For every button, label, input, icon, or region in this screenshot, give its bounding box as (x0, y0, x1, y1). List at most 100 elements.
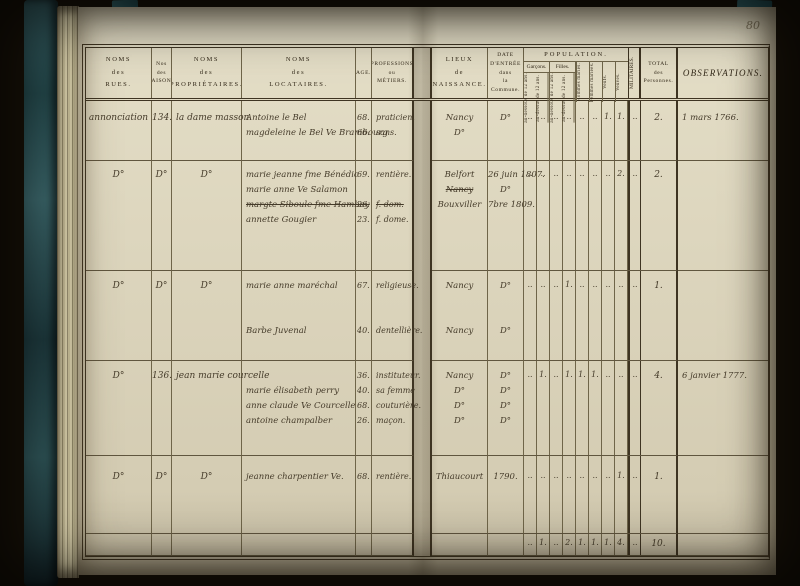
filles-plus-12-label: au-dessus de 12 ans. (562, 73, 575, 123)
population-subheaders: Garçons. au-dessous de 12 ans. au-dessus… (524, 62, 628, 123)
population-count-cell: .. (537, 161, 550, 270)
population-count-cell: .. (628, 161, 641, 270)
population-count-cell: 1. (615, 456, 628, 533)
house-number-cell: D° (152, 161, 172, 271)
population-count-cell: .. (628, 271, 641, 360)
profession-value: rentière. (376, 472, 412, 481)
population-total-cell: .. (550, 534, 563, 555)
observations-cell (678, 161, 768, 271)
total-cell: 4. (641, 361, 678, 456)
population-count-cell: .. (602, 456, 615, 533)
row-total: 2. (654, 113, 663, 123)
owner-cell: D° (172, 456, 242, 534)
professions-cell: praticien. sans. (372, 101, 415, 161)
population-count-cell: .. (524, 101, 537, 160)
street-name: D° (112, 281, 125, 291)
page-gutter (414, 456, 432, 534)
street-cell: D° (86, 361, 152, 456)
profession-value: f. dome. (376, 215, 409, 224)
tenants-cell: Antoine le Bel magdeleine le Bel Ve Bramb… (242, 101, 388, 161)
filles-sous-12-label: au-dessous de 12 ans. (550, 73, 555, 123)
owner-cell: jean marie courcelle (172, 361, 269, 456)
population-count-cell: .. (589, 101, 602, 160)
garcons-label: Garçons. (524, 62, 549, 73)
empty-cell (678, 534, 768, 556)
house-number: D° (155, 472, 168, 482)
profession-value: sa femme (376, 386, 416, 395)
profession-value: couturière. (376, 401, 422, 410)
population-cells: .. 1... 1. 1. 1....... (524, 361, 641, 456)
birthplace-cell: Nancy Nancy (432, 271, 488, 361)
ages-cell: 67. 40. (356, 271, 372, 361)
tenants-cell: marie élisabeth perry anne claude Ve Cour… (242, 361, 356, 456)
entry-date-value: D° (499, 281, 512, 291)
population-cells: ...... 1........... (524, 271, 641, 361)
age-value: 68. (357, 401, 370, 410)
book-cover-edge (24, 0, 58, 586)
population-count-cell: 1. (589, 361, 602, 455)
population-count-cell: .. (589, 271, 602, 360)
table-header-row: NOMS des RUES. Nos des MAISONS. NOMS des… (86, 48, 768, 123)
owner-name: D° (200, 472, 213, 482)
grand-total-cell: 10. (641, 534, 678, 556)
col-header-proprietaires: NOMS des PROPRIÉTAIRES. (172, 48, 242, 98)
street-cell: D° (86, 161, 152, 271)
population-count-cell: .. (589, 161, 602, 270)
population-total-cell: .. (524, 534, 537, 555)
population-count-cell: .. (576, 271, 589, 360)
veufs-label: Veufs. (602, 62, 615, 102)
population-count-cell: 1. (537, 361, 550, 455)
age-value: 26. (357, 200, 370, 209)
tenants-cell: marie anne maréchal Barbe Juvenal (242, 271, 356, 361)
street-name: D° (112, 170, 125, 180)
population-count-cell: .. (589, 456, 602, 533)
tenant-name: marie jeanne fme Bénédic (246, 170, 359, 180)
register-row: annonciation 134. la dame masson Antoine… (86, 101, 768, 161)
observations-cell: 6 janvier 1777. (678, 361, 768, 456)
observations-cell: 1 mars 1766. (678, 101, 768, 161)
tenant-name: magdeleine le Bel Ve Brambourg (246, 128, 388, 138)
profession-value (372, 183, 412, 198)
street-name: annonciation (88, 113, 149, 123)
entry-date-value: 1790. (493, 472, 518, 482)
census-table: NOMS des RUES. Nos des MAISONS. NOMS des… (82, 44, 770, 560)
age-value: 68. (357, 472, 370, 481)
observations-cell (678, 271, 768, 361)
grand-total: 10. (651, 539, 666, 549)
population-total-cell: 2. (563, 534, 576, 555)
population-count-cell: 1. (563, 361, 576, 455)
birthplace-value: D° (453, 416, 466, 426)
population-count-cell: .. (615, 361, 628, 455)
tenant-name: anne claude Ve Courcelle (246, 401, 356, 411)
observations-cell (678, 456, 768, 534)
profession-value: religieuse. (376, 281, 419, 290)
tenant-name: annette Gougier (246, 215, 317, 225)
page-number: 80 (746, 19, 760, 32)
age-value: 26. (357, 416, 370, 425)
tenant-name: Antoine le Bel (246, 113, 307, 123)
profession-value: dentellière. (376, 326, 423, 335)
birthplace-cell: Nancy D° D° D° (432, 361, 488, 456)
house-number: 134. (152, 113, 173, 123)
filles-label: Filles. (550, 62, 575, 73)
street-cell: D° (86, 456, 152, 534)
col-header-observations: OBSERVATIONS. (682, 68, 764, 78)
register-row: D° D° D° jeanne charpentier Ve. 68. rent… (86, 456, 768, 534)
tenants-cell: jeanne charpentier Ve. (242, 456, 356, 534)
house-number-cell: 136. (152, 361, 172, 456)
register-row: D° D° D° marie jeanne fme Bénédic marie a… (86, 161, 768, 271)
birthplace-value: Nancy (445, 185, 474, 195)
professions-cell: rentière. f. dom. f. dome. (372, 161, 414, 271)
profession-value: praticien. (376, 113, 415, 122)
tenant-name: antoine champalber (246, 416, 333, 426)
tenant-name: marie anne maréchal (246, 281, 338, 291)
population-count-cell: 1. (576, 361, 589, 455)
total-cell: 1. (641, 271, 678, 361)
population-count-cell: .. (602, 271, 615, 360)
population-count-cell: .. (550, 161, 563, 270)
population-cells: ............ 1. 1... (524, 101, 641, 161)
birthplace-value: Nancy (445, 281, 474, 291)
page-gutter (414, 271, 432, 361)
age-value: 36. (357, 371, 370, 380)
register-page: 80 NOMS des RUES. Nos des MAISONS. NOMS … (78, 7, 776, 575)
